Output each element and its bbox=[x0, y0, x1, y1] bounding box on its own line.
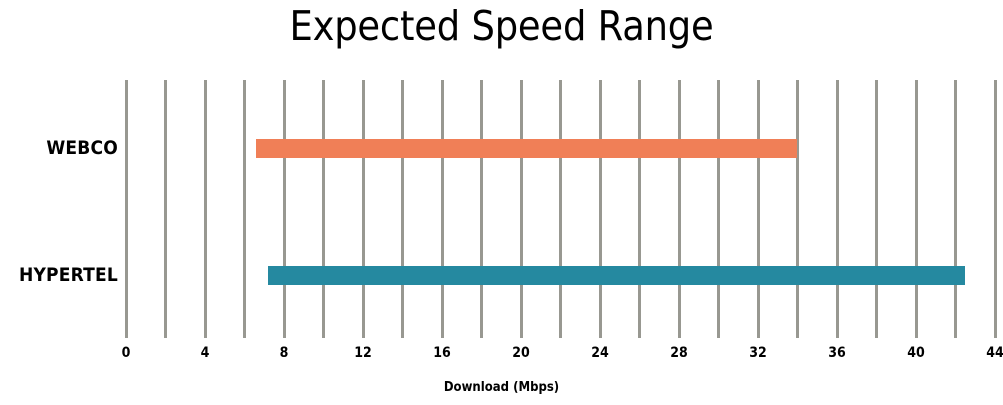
x-tick-label: 20 bbox=[512, 345, 530, 361]
gridline bbox=[282, 80, 286, 338]
x-tick-label: 24 bbox=[591, 345, 609, 361]
gridline bbox=[598, 80, 602, 338]
gridline bbox=[401, 80, 404, 338]
plot-area bbox=[124, 80, 997, 338]
gridline bbox=[361, 80, 365, 338]
category-label-hypertel: HYPERTEL bbox=[18, 264, 118, 286]
gridline bbox=[124, 80, 128, 338]
chart-title: Expected Speed Range bbox=[289, 2, 714, 50]
gridline bbox=[559, 80, 562, 338]
x-tick-label: 4 bbox=[200, 345, 210, 361]
x-tick-label: 28 bbox=[670, 345, 688, 361]
x-tick-label: 36 bbox=[828, 345, 846, 361]
gridline bbox=[835, 80, 839, 338]
gridline bbox=[322, 80, 325, 338]
gridline bbox=[203, 80, 207, 338]
gridline bbox=[243, 80, 246, 338]
bar-hypertel bbox=[268, 266, 966, 285]
x-tick-label: 16 bbox=[433, 345, 451, 361]
category-label-webco: WEBCO bbox=[46, 137, 118, 159]
x-tick-label: 8 bbox=[279, 345, 289, 361]
x-tick-label: 44 bbox=[986, 345, 1003, 361]
bar-webco bbox=[256, 139, 798, 158]
x-axis-title: Download (Mbps) bbox=[443, 380, 560, 395]
gridline bbox=[164, 80, 167, 338]
gridline bbox=[954, 80, 957, 338]
x-tick-label: 32 bbox=[749, 345, 767, 361]
gridline bbox=[480, 80, 483, 338]
x-tick-label: 40 bbox=[907, 345, 925, 361]
gridline bbox=[638, 80, 641, 338]
gridline bbox=[756, 80, 760, 338]
gridline bbox=[717, 80, 720, 338]
gridline bbox=[875, 80, 878, 338]
gridline bbox=[677, 80, 681, 338]
gridline bbox=[519, 80, 523, 338]
gridline bbox=[993, 80, 997, 338]
gridline bbox=[914, 80, 918, 338]
gridline bbox=[440, 80, 444, 338]
gridline bbox=[796, 80, 799, 338]
x-tick-label: 12 bbox=[354, 345, 372, 361]
category-axis: WEBCO HYPERTEL bbox=[0, 80, 118, 338]
x-tick-label: 0 bbox=[121, 345, 131, 361]
